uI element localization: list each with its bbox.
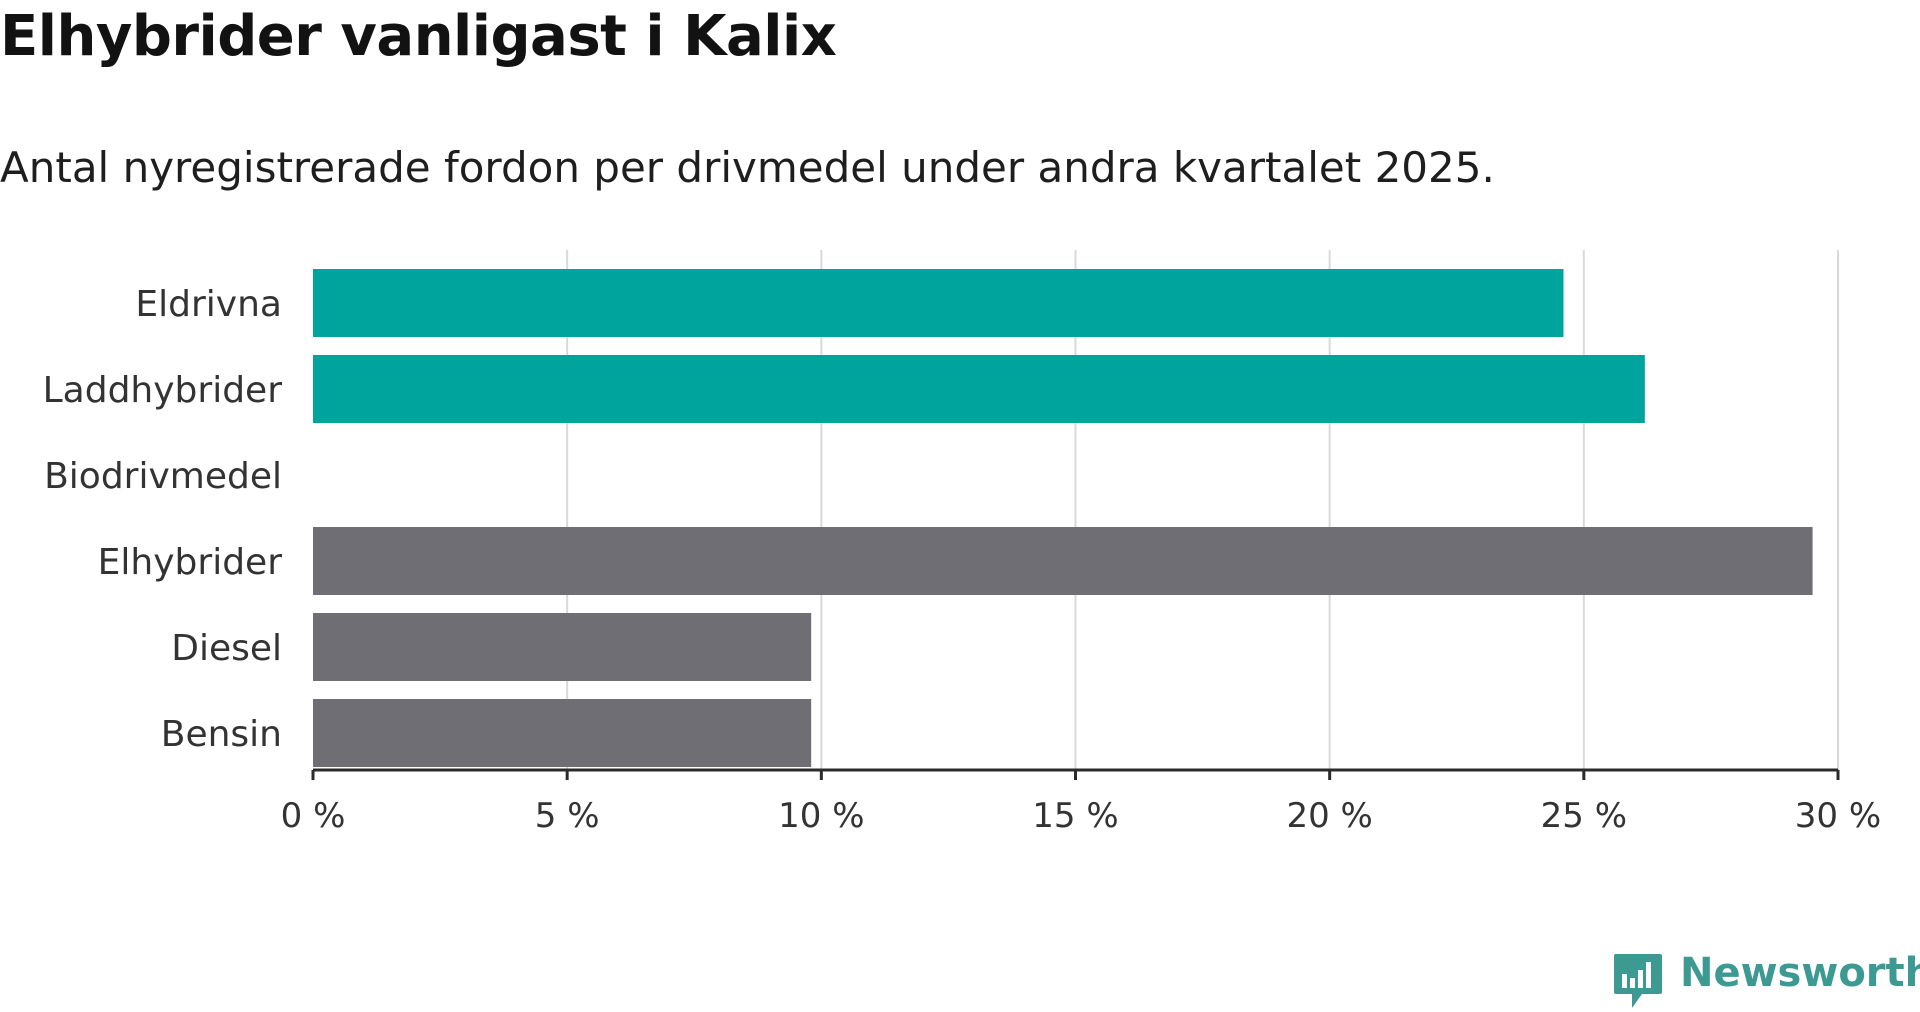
category-label: Laddhybrider bbox=[43, 370, 283, 411]
x-tick-label: 10 % bbox=[778, 796, 864, 836]
bar-chart: 0 % 5 % 10 % 15 % 20 % 25 % 30 % Eldrivna Laddh… bbox=[43, 250, 1881, 836]
x-tick-label: 30 % bbox=[1795, 796, 1881, 836]
x-tick-label: 25 % bbox=[1541, 796, 1627, 836]
logo-text: Newsworthy bbox=[1680, 950, 1920, 996]
category-label: Bensin bbox=[161, 714, 282, 755]
x-tick-label: 0 % bbox=[281, 796, 346, 836]
bar bbox=[313, 613, 812, 681]
bar bbox=[313, 269, 1564, 337]
newsworthy-logo: Newsworthy bbox=[1612, 950, 1920, 1010]
category-label: Eldrivna bbox=[135, 284, 282, 325]
x-tick-label: 15 % bbox=[1032, 796, 1118, 836]
bar bbox=[313, 699, 812, 767]
x-tick-label: 5 % bbox=[535, 796, 600, 836]
category-label: Biodrivmedel bbox=[44, 456, 282, 497]
x-tick-label: 20 % bbox=[1286, 796, 1372, 836]
x-axis: 0 % 5 % 10 % 15 % 20 % 25 % 30 % bbox=[281, 768, 1881, 836]
category-label: Diesel bbox=[171, 628, 282, 669]
bar-chart-speech-bubble-icon bbox=[1614, 954, 1662, 1008]
category-label: Elhybrider bbox=[98, 542, 283, 583]
bar bbox=[313, 527, 1813, 595]
category-labels: Eldrivna Laddhybrider Biodrivmedel Elhybrid… bbox=[43, 284, 283, 755]
bar bbox=[313, 355, 1645, 423]
chart-title: Elhybrider vanligast i Kalix bbox=[0, 4, 837, 69]
bars bbox=[313, 269, 1813, 767]
chart-subtitle: Antal nyregistrerade fordon per drivmede… bbox=[0, 143, 1495, 192]
